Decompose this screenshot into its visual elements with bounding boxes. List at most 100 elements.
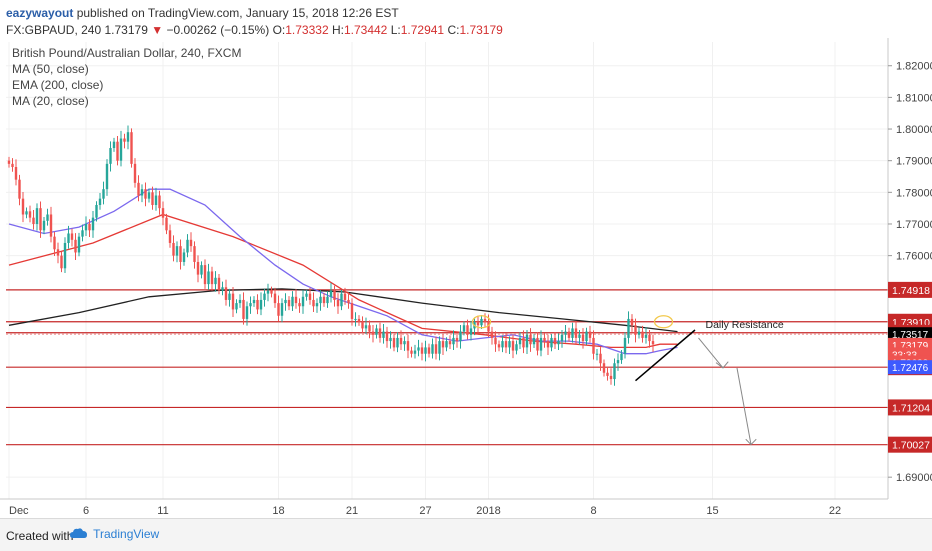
candle-body [217,277,221,291]
candle-body [431,344,434,354]
candle-body [67,233,70,243]
candle-body [427,347,431,354]
brand-label: TradingView [93,527,160,541]
candle-body [35,208,39,224]
candle-body [613,363,616,380]
candle-body [396,337,399,348]
candle-body [333,290,336,300]
candle-body [151,192,154,205]
candle-body [347,299,350,304]
symbol-label: FX:GBPAUD, 240 [6,23,102,37]
candle-body [424,347,427,354]
candle-body [266,290,270,294]
candle-body [536,337,539,351]
candle-body [305,293,308,297]
candle-body [452,337,455,345]
candle-body [28,211,32,218]
candle-body [196,261,200,275]
candle-body [228,293,231,300]
candle-body [284,299,287,304]
x-tick-label: 21 [346,505,358,517]
candle-body [133,163,137,183]
candle-body [14,167,18,180]
candle-body [445,341,448,348]
candle-body [441,341,445,348]
candle-body [504,341,508,348]
chart-area[interactable]: Daily Resistance 1.82000 1.81000 1.80000 1.… [0,38,932,518]
candle-body [641,331,644,338]
candle-body [483,318,487,323]
candle-body [392,337,396,348]
candle-body [312,299,315,307]
candle-body [39,208,42,231]
candle-body [448,341,452,345]
created-with-text: Created with [6,529,74,543]
candle-body [361,322,364,329]
arrow-head [745,438,757,446]
candle-body [546,341,550,348]
username-link[interactable]: eazywayout [6,6,74,20]
tradingview-logo[interactable]: TradingView [70,527,159,541]
candle-body [242,299,245,319]
candle-body [501,341,504,348]
candle-body [249,303,252,307]
candle-body [70,233,74,240]
cloud-icon [70,528,87,538]
candle-body [109,148,112,164]
candle-body [144,189,147,199]
candle-body [609,375,613,380]
candle-body [515,344,518,351]
candle-body [56,249,60,256]
candle-body [455,337,459,342]
candle-body [399,337,403,345]
candle-body [182,252,186,262]
candle-body [116,141,119,161]
candle-body [126,132,130,142]
candle-body [119,138,123,161]
axis-marker [888,360,932,375]
candle-body [497,344,501,348]
level-axis-label: 1.70027 [892,440,930,452]
candle-body [95,204,98,218]
candle-body [634,325,637,335]
candle-body [487,322,490,332]
candle-body [557,341,560,345]
candle-body [340,293,343,307]
y-tick-label: 1.76000 [896,251,932,263]
candle-body [315,303,319,307]
candle-body [140,189,144,196]
candle-body [525,334,529,348]
candle-body [137,182,140,196]
candle-body [11,163,14,168]
candles [7,125,655,386]
axis-marker-label: 1.72476 [892,363,929,374]
candle-body [539,337,543,351]
candle-body [518,337,522,345]
axis-marker-label: 1.73517 [892,330,929,341]
candle-body [203,265,207,285]
change-down-icon: ▼ [151,23,164,37]
high-label: H: [331,23,344,37]
candle-body [606,372,609,376]
candle-body [165,217,168,231]
highlight-ellipse [471,315,492,329]
chart-legend: British Pound/Australian Dollar, 240, FX… [12,46,241,108]
candle-body [273,293,277,304]
candle-body [91,217,95,231]
candle-body [357,318,361,323]
candle-body [585,331,588,342]
candle-body [476,322,480,326]
candle-body [49,214,53,237]
candle-body [189,239,193,247]
open-label: O: [272,23,286,37]
quote-line: FX:GBPAUD, 240 1.73179 ▼ −0.00262 (−0.15… [6,23,503,37]
candle-body [42,220,46,231]
candle-body [508,341,511,348]
candle-body [154,195,158,205]
candle-body [7,160,11,164]
candle-body [368,325,371,332]
candle-body [291,296,294,307]
candle-body [406,341,410,351]
last-price: 1.73179 [104,23,148,37]
price-chart[interactable]: Daily Resistance 1.820001.810001.800001.… [0,38,932,518]
